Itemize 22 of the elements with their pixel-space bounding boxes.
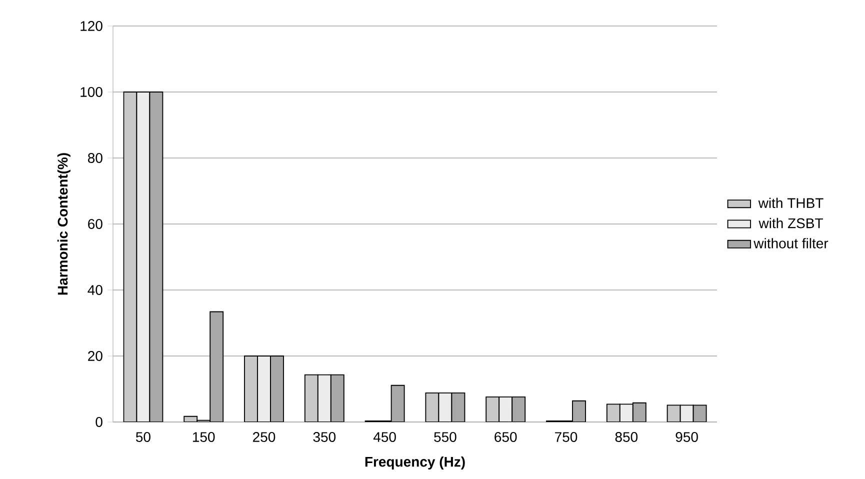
legend-label: with THBT (758, 198, 824, 208)
y-tick-label: 100 (80, 87, 102, 97)
y-axis-title: Harmonic Content(%) (57, 153, 70, 295)
x-tick-label: 950 (676, 432, 698, 442)
y-tick-label: 80 (88, 153, 102, 163)
x-tick-label: 450 (373, 432, 396, 442)
y-tick-label: 0 (96, 417, 102, 427)
x-tick-label: 350 (313, 432, 336, 442)
x-tick-label: 250 (253, 432, 276, 442)
y-tick-label: 40 (88, 285, 102, 295)
x-tick-label: 550 (434, 432, 456, 442)
x-axis-title: Frequency (Hz) (365, 456, 465, 470)
legend-label: with ZSBT (758, 218, 823, 228)
y-tick-label: 20 (88, 351, 102, 361)
x-tick-label: 850 (615, 432, 638, 442)
x-tick-label: 650 (494, 432, 517, 442)
x-tick-label: 50 (136, 432, 150, 442)
legend-label: without filter (754, 238, 828, 248)
x-tick-label: 750 (555, 432, 578, 442)
y-tick-label: 60 (88, 219, 102, 229)
x-tick-label: 150 (192, 432, 215, 442)
y-tick-label: 120 (80, 21, 102, 31)
